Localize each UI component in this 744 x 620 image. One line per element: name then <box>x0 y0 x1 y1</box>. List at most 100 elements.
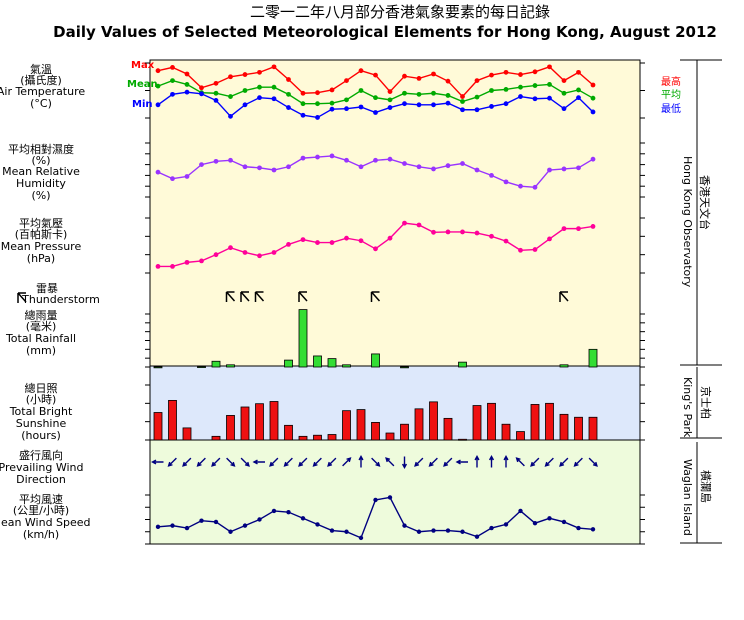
wind-speed-point <box>388 495 392 499</box>
legend-mean: Mean <box>127 79 158 90</box>
temp-mean-point <box>533 83 538 88</box>
humidity-point <box>170 176 175 181</box>
temp-max-point <box>446 79 451 84</box>
pressure-point <box>547 237 552 242</box>
wdir-label-en2: Direction <box>16 473 66 486</box>
temp-max-point <box>402 74 407 79</box>
humidity-point <box>156 170 161 175</box>
temp-mean-point <box>591 96 596 101</box>
rainfall-bar <box>372 354 380 367</box>
temp-max-point <box>199 85 204 90</box>
sunshine-bar <box>343 411 351 440</box>
temp-mean-point <box>562 91 567 96</box>
humidity-point <box>301 156 306 161</box>
sunshine-bar <box>270 402 278 441</box>
temp-mean-point <box>301 101 306 106</box>
pressure-point <box>475 231 480 236</box>
temp-max-point <box>431 72 436 77</box>
pressure-point <box>446 230 451 235</box>
sunshine-bar <box>401 424 409 440</box>
wind-speed-point <box>156 525 160 529</box>
pressure-point <box>301 237 306 242</box>
temp-max-point <box>243 72 248 77</box>
temp-mean-point <box>373 95 378 100</box>
pressure-point <box>228 245 233 250</box>
temp-mean-point <box>286 92 291 97</box>
temp-mean-point <box>272 85 277 90</box>
wind-speed-point <box>562 520 566 524</box>
legend-min-zh: 最低 <box>661 102 681 115</box>
humidity-point <box>460 161 465 166</box>
station-hko: Hong Kong Observatory <box>681 156 694 288</box>
humidity-point <box>257 165 262 170</box>
wind-speed-point <box>576 526 580 530</box>
humidity-point <box>504 179 509 184</box>
ts-label-en: Thunderstorm <box>21 293 100 306</box>
rainfall-bar <box>560 365 568 367</box>
sunshine-bar <box>473 406 481 440</box>
sunshine-bar <box>183 428 191 440</box>
temp-mean-point <box>257 85 262 90</box>
legend-max-zh: 最高 <box>661 75 681 88</box>
station-kp: King's Park <box>681 377 694 438</box>
wind-speed-point <box>547 516 551 520</box>
rainfall-bar <box>198 367 206 368</box>
temp-max-point <box>170 65 175 70</box>
temp-min-point <box>330 107 335 112</box>
temp-max-point <box>286 77 291 82</box>
temp-max-point <box>388 89 393 94</box>
rainfall-bar <box>227 365 235 367</box>
temp-min-point <box>518 94 523 99</box>
temp-min-point <box>373 110 378 115</box>
temp-mean-point <box>489 88 494 93</box>
pressure-point <box>533 247 538 252</box>
pressure-point <box>562 226 567 231</box>
temp-max-point <box>562 78 567 83</box>
humidity-point <box>228 158 233 163</box>
rainfall-bar <box>459 362 467 367</box>
pressure-point <box>373 246 378 251</box>
wind-speed-point <box>243 523 247 527</box>
legend-max: Max <box>131 60 155 71</box>
wind-speed-point <box>330 528 334 532</box>
humidity-point <box>431 167 436 172</box>
humidity-point <box>272 168 277 173</box>
sunshine-bar <box>372 422 380 440</box>
humidity-point <box>199 162 204 167</box>
rainfall-bar <box>314 356 322 367</box>
station-wi: Waglan Island <box>681 459 694 536</box>
sunshine-bar <box>444 418 452 440</box>
temp-min-point <box>504 101 509 106</box>
sunshine-bar <box>560 414 568 440</box>
sunshine-bar <box>546 403 554 440</box>
pressure-point <box>170 264 175 269</box>
pressure-point <box>388 236 393 241</box>
wind-speed-point <box>431 528 435 532</box>
temp-max-point <box>228 74 233 79</box>
wind-speed-point <box>460 530 464 534</box>
temp-min-point <box>547 96 552 101</box>
wind-speed-point <box>228 530 232 534</box>
humidity-point <box>417 164 422 169</box>
rh-label-unit: (%) <box>31 189 50 202</box>
sunshine-bar <box>241 407 249 440</box>
wind-speed-point <box>475 534 479 538</box>
pressure-point <box>272 250 277 255</box>
temp-min-point <box>156 102 161 107</box>
temp-min-point <box>533 96 538 101</box>
pressure-point <box>243 250 248 255</box>
humidity-point <box>576 165 581 170</box>
rainfall-bar <box>212 361 220 367</box>
temp-max-point <box>214 81 219 86</box>
sunshine-bar <box>314 435 322 440</box>
sunshine-bar <box>488 403 496 440</box>
temp-mean-point <box>359 88 364 93</box>
temp-max-point <box>359 68 364 73</box>
temp-max-point <box>576 70 581 75</box>
temp-max-point <box>547 64 552 69</box>
sunshine-bar <box>517 432 525 440</box>
temp-mean-point <box>170 78 175 83</box>
temp-mean-point <box>315 101 320 106</box>
temp-min-point <box>185 90 190 95</box>
station-hko-zh: 香港天文台 <box>698 175 712 230</box>
